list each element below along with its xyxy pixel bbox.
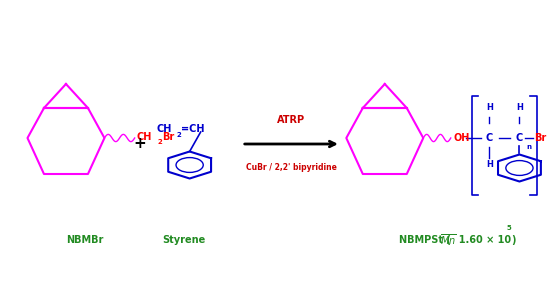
Text: CH: CH <box>136 131 152 142</box>
Text: =CH: =CH <box>182 124 205 134</box>
Text: NBMBr: NBMBr <box>67 235 104 245</box>
Text: OH: OH <box>454 133 470 143</box>
Text: n: n <box>527 144 532 150</box>
Text: ATRP: ATRP <box>277 115 305 125</box>
Text: H: H <box>486 160 493 169</box>
Text: 1.60 × 10: 1.60 × 10 <box>452 235 511 245</box>
Text: CH: CH <box>157 124 172 134</box>
Text: Br: Br <box>534 133 547 143</box>
Text: C: C <box>516 133 523 143</box>
Text: C: C <box>486 133 493 143</box>
Text: 2: 2 <box>158 140 162 146</box>
Text: CuBr / 2,2' bipyridine: CuBr / 2,2' bipyridine <box>246 164 337 172</box>
Text: NBMPSt (: NBMPSt ( <box>399 235 450 245</box>
Text: H: H <box>516 103 523 112</box>
Text: $\overline{Mn}$: $\overline{Mn}$ <box>440 232 456 247</box>
Text: Styrene: Styrene <box>162 235 206 245</box>
Text: 2: 2 <box>177 132 182 138</box>
Text: H: H <box>486 103 493 112</box>
Text: Br: Br <box>162 131 174 142</box>
Text: +: + <box>134 136 146 152</box>
Text: 5: 5 <box>507 225 512 231</box>
Text: ): ) <box>511 235 516 245</box>
